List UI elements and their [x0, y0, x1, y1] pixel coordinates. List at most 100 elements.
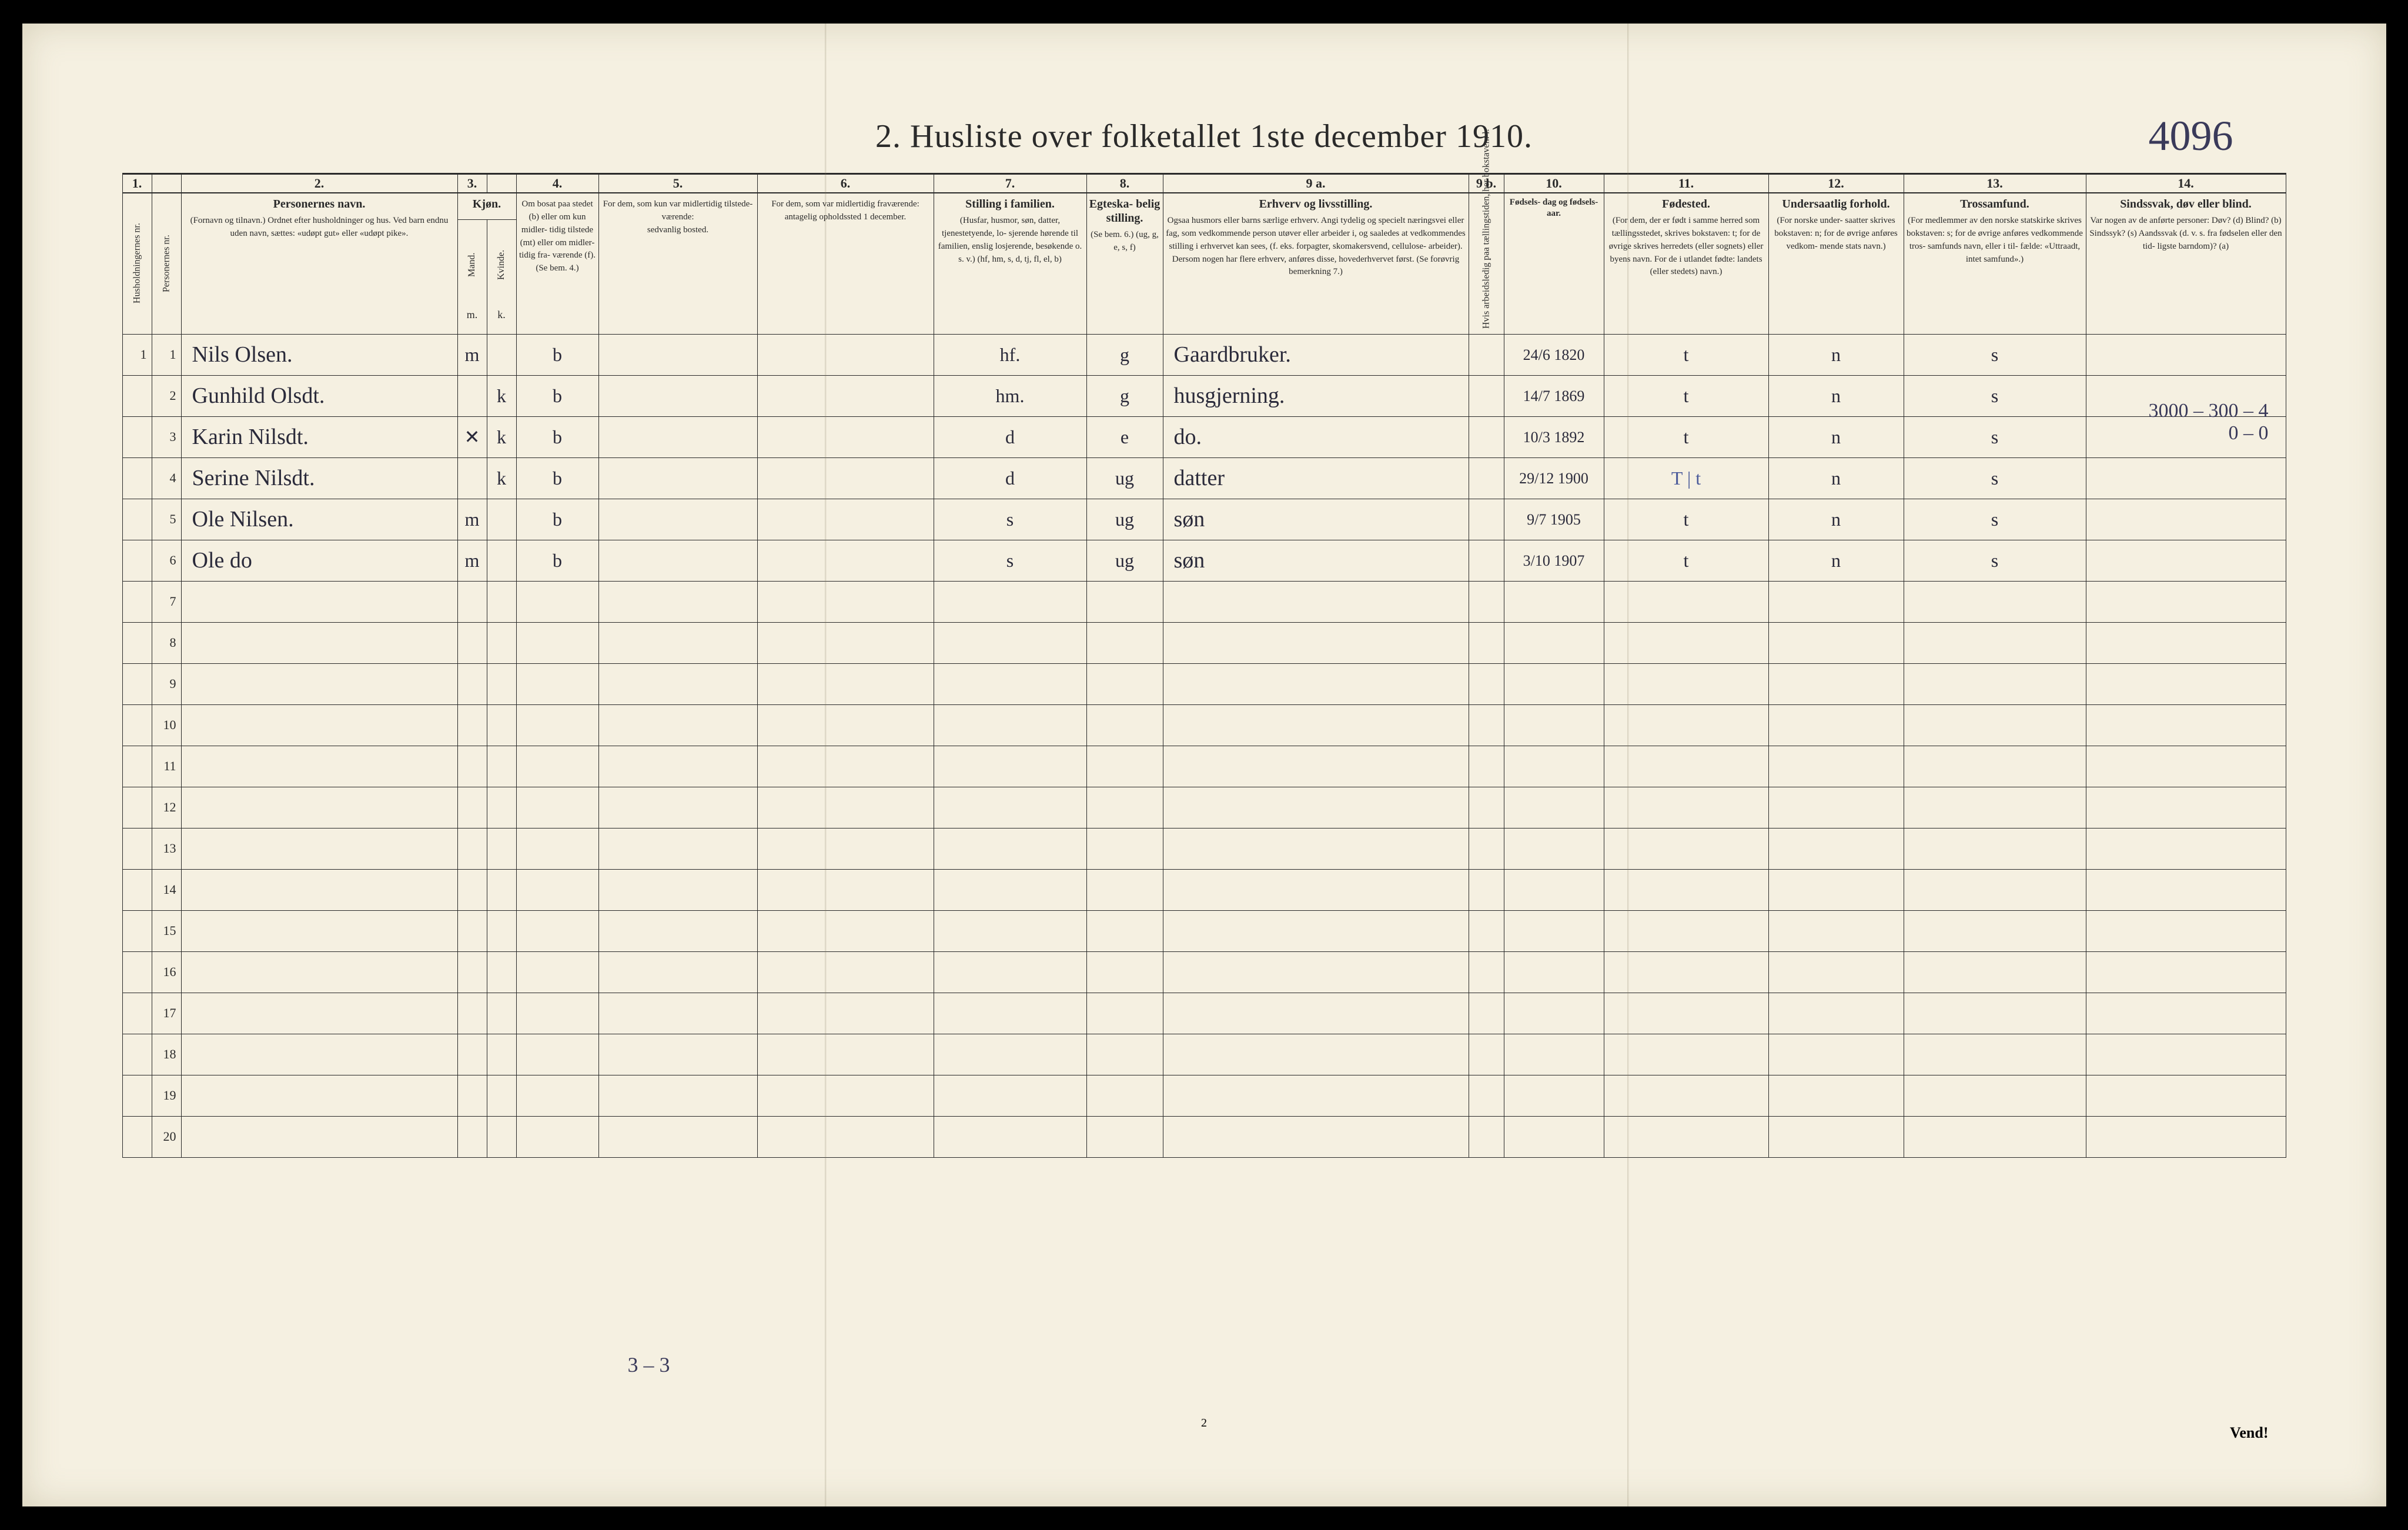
empty-cell [2086, 869, 2286, 910]
empty-cell [1504, 869, 1604, 910]
sex-m: ✕ [457, 416, 487, 457]
table-row: 11Nils Olsen.mbhf.gGaardbruker.24/6 1820… [122, 334, 2286, 375]
empty-cell [1469, 910, 1504, 951]
empty-cell [1163, 951, 1469, 993]
person-nr: 16 [152, 951, 181, 993]
empty-cell [1904, 746, 2086, 787]
empty-cell [934, 993, 1086, 1034]
sex-m-label: Mand. [465, 223, 479, 306]
empty-cell [1768, 746, 1904, 787]
empty-cell [2086, 663, 2286, 704]
household-nr [122, 581, 152, 622]
empty-cell [181, 1034, 457, 1075]
empty-cell [934, 746, 1086, 787]
empty-cell [1904, 704, 2086, 746]
empty-cell [1504, 704, 1604, 746]
column-number: 14. [2086, 174, 2286, 193]
marital: ug [1086, 540, 1163, 581]
empty-cell [181, 1075, 457, 1116]
empty-cell [1768, 910, 1904, 951]
paper-fold-left [825, 24, 827, 1506]
empty-cell [1163, 828, 1469, 869]
empty-cell [1504, 746, 1604, 787]
person-nr: 5 [152, 499, 181, 540]
marital: g [1086, 334, 1163, 375]
col-sub: (Se bem. 4.) [536, 263, 578, 273]
table-row: 2Gunhild Olsdt.kbhm.ghusgjerning.14/7 18… [122, 375, 2286, 416]
sex-k: k [487, 457, 516, 499]
empty-cell [181, 993, 457, 1034]
empty-cell [1469, 1075, 1504, 1116]
empty-cell [1904, 993, 2086, 1034]
family-position: s [934, 499, 1086, 540]
marital: g [1086, 375, 1163, 416]
citizenship: n [1768, 499, 1904, 540]
temp-present [598, 457, 757, 499]
empty-cell [1904, 951, 2086, 993]
empty-cell [757, 622, 934, 663]
column-number: 12. [1768, 174, 1904, 193]
empty-cell [1469, 622, 1504, 663]
empty-cell [487, 622, 516, 663]
empty-cell [1163, 581, 1469, 622]
person-nr: 6 [152, 540, 181, 581]
sex-m [457, 457, 487, 499]
empty-cell [1086, 581, 1163, 622]
footer-page-number: 2 [1201, 1417, 1207, 1430]
citizenship: n [1768, 375, 1904, 416]
empty-cell [2086, 787, 2286, 828]
empty-cell [457, 746, 487, 787]
person-name: Gunhild Olsdt. [181, 375, 457, 416]
family-position: hf. [934, 334, 1086, 375]
birth-date: 3/10 1907 [1504, 540, 1604, 581]
empty-cell [757, 828, 934, 869]
empty-cell [457, 1116, 487, 1157]
column-number: 10. [1504, 174, 1604, 193]
empty-cell [457, 1075, 487, 1116]
temp-absent [757, 540, 934, 581]
column-number [487, 174, 516, 193]
household-nr: 1 [122, 334, 152, 375]
empty-cell [1086, 910, 1163, 951]
empty-cell [516, 951, 598, 993]
empty-cell [1469, 704, 1504, 746]
empty-cell [487, 746, 516, 787]
empty-cell [457, 993, 487, 1034]
birth-date: 29/12 1900 [1504, 457, 1604, 499]
col-title: Egteska- belig stilling. [1089, 197, 1160, 225]
empty-cell [757, 869, 934, 910]
col-sub: (Husfar, husmor, søn, datter, tjenestety… [938, 216, 1082, 263]
person-nr: 20 [152, 1116, 181, 1157]
empty-cell [1504, 663, 1604, 704]
empty-cell [1768, 993, 1904, 1034]
empty-cell [181, 746, 457, 787]
empty-cell [598, 787, 757, 828]
col-title: Trossamfund. [1907, 197, 2083, 211]
residence: b [516, 416, 598, 457]
occupation: søn [1163, 540, 1469, 581]
empty-cell [457, 622, 487, 663]
empty-cell [1469, 951, 1504, 993]
empty-cell [934, 787, 1086, 828]
empty-cell [1086, 951, 1163, 993]
table-row: 5Ole Nilsen.mbsugsøn9/7 1905tns [122, 499, 2286, 540]
empty-cell [2086, 622, 2286, 663]
census-table: 1.2.3.4.5.6.7.8.9 a.9 b.10.11.12.13.14. … [122, 173, 2286, 1158]
empty-cell [1904, 663, 2086, 704]
empty-cell [1163, 663, 1469, 704]
column-number: 13. [1904, 174, 2086, 193]
empty-cell [1469, 993, 1504, 1034]
col-sub: (Fornavn og tilnavn.) Ordnet efter husho… [190, 216, 449, 238]
empty-cell [487, 1034, 516, 1075]
empty-cell [2086, 746, 2286, 787]
sex-m: m [457, 499, 487, 540]
religion: s [1904, 499, 2086, 540]
empty-cell [1469, 787, 1504, 828]
empty-cell [1086, 704, 1163, 746]
empty-cell [598, 951, 757, 993]
empty-cell [516, 1075, 598, 1116]
empty-cell [516, 581, 598, 622]
empty-cell [1469, 1116, 1504, 1157]
empty-cell [757, 1034, 934, 1075]
column-number: 3. [457, 174, 487, 193]
